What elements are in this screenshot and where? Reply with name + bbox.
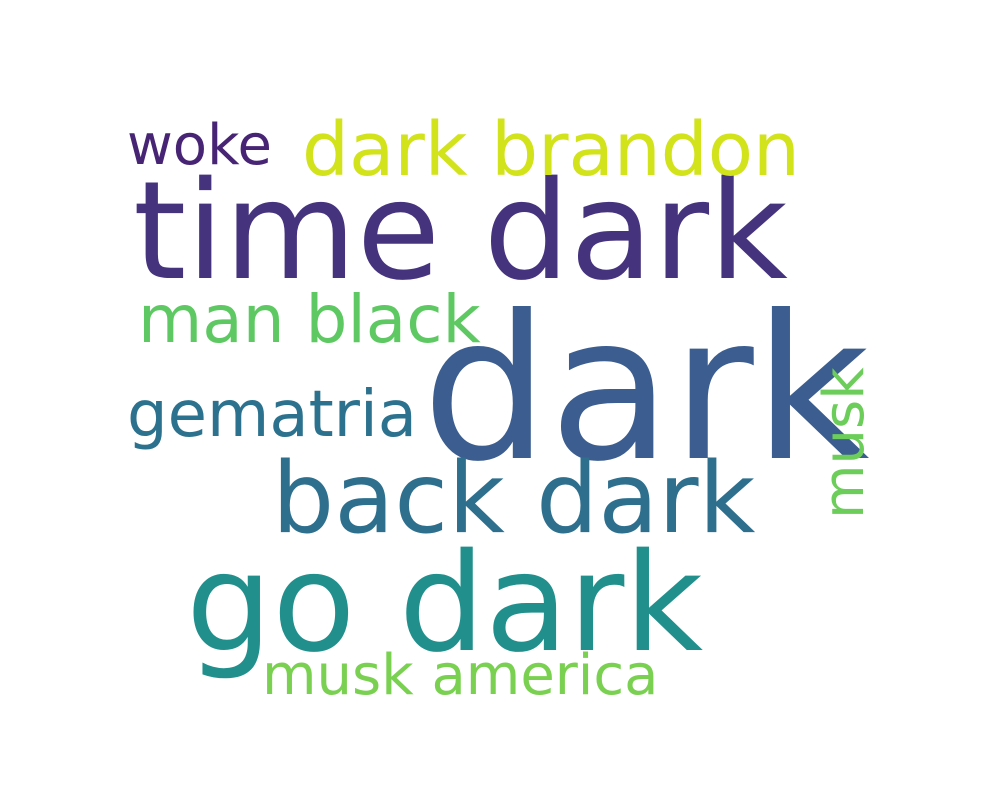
- word-gematria: gematria: [127, 378, 417, 452]
- word-back-dark: back dark: [272, 442, 756, 556]
- word-woke: woke: [127, 113, 272, 178]
- word-musk-america: musk america: [262, 643, 659, 708]
- word-man-black: man black: [138, 281, 481, 358]
- word-musk-vertical: musk: [812, 367, 878, 519]
- word-dark: dark: [422, 273, 870, 506]
- word-dark-brandon: dark brandon: [302, 107, 800, 193]
- word-time-dark: time dark: [133, 153, 788, 311]
- word-go-dark: go dark: [186, 525, 704, 683]
